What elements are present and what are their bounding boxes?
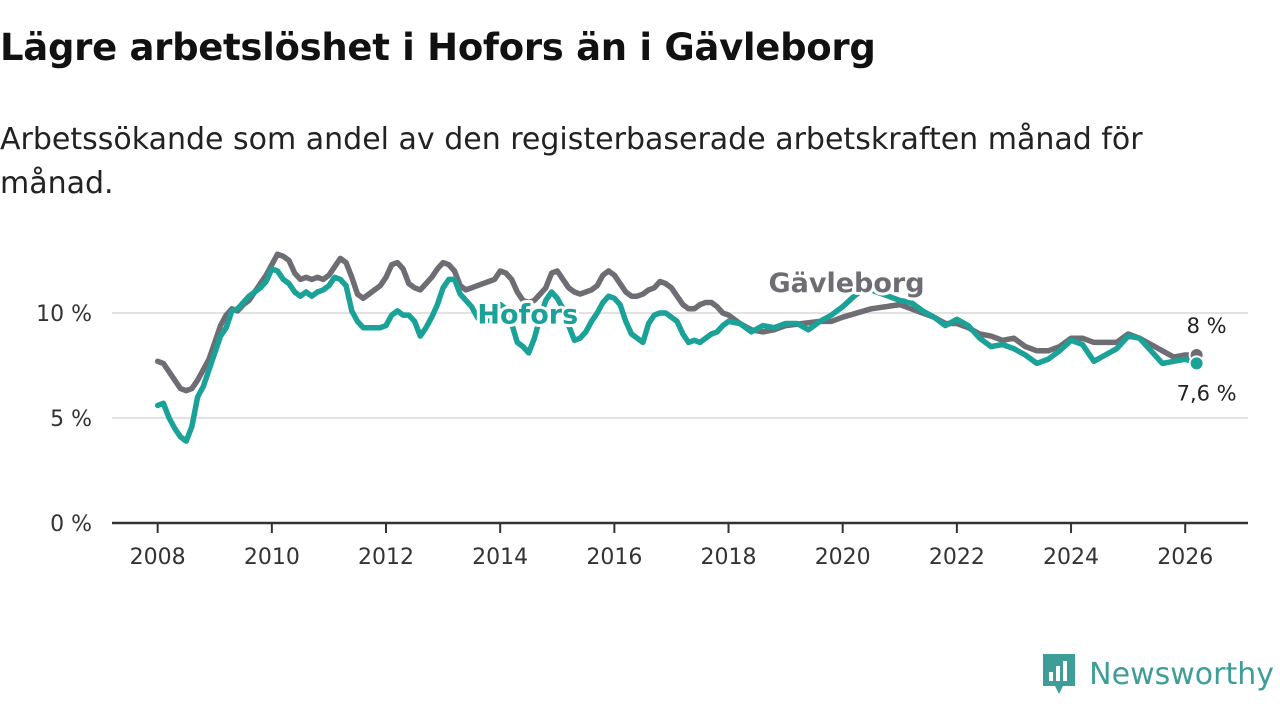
series-line-hofors: [154, 266, 1200, 444]
end-value-label: 7,6 %: [1177, 381, 1237, 405]
newsworthy-logo: Newsworthy: [1041, 652, 1274, 696]
x-tick-label: 2026: [1157, 545, 1213, 570]
series-labels: 8 % 7,6 % Gävleborg Hofors: [474, 265, 1237, 405]
y-tick-label: 10 %: [36, 302, 92, 327]
series-lines: [154, 251, 1200, 444]
x-tick-label: 2014: [472, 545, 528, 570]
end-value-label: 8 %: [1187, 314, 1227, 338]
chart-title: Lägre arbetslöshet i Hofors än i Gävlebo…: [0, 26, 876, 69]
x-tick-label: 2010: [244, 545, 300, 570]
y-axis-tick-labels: 0 % 5 % 10 %: [36, 302, 92, 537]
brand-name: Newsworthy: [1089, 656, 1274, 692]
endpoint-marker: [1188, 355, 1205, 372]
y-tick-label: 5 %: [50, 407, 92, 432]
x-axis-ticks: 2008 2010 2012 2014 2016 2018 2020 2022 2024 2026: [130, 523, 1213, 570]
x-tick-label: 2008: [130, 545, 186, 570]
x-tick-label: 2022: [929, 545, 985, 570]
x-tick-label: 2012: [358, 545, 414, 570]
grid-lines: [112, 312, 1248, 419]
series-name-label: Gävleborg: [768, 268, 924, 299]
x-tick-label: 2016: [586, 545, 642, 570]
y-tick-label: 0 %: [50, 512, 92, 537]
x-tick-label: 2024: [1043, 545, 1099, 570]
x-tick-label: 2018: [701, 545, 757, 570]
newsworthy-logo-icon: [1043, 654, 1076, 694]
x-tick-label: 2020: [815, 545, 871, 570]
series-name-label: Hofors: [477, 300, 578, 331]
chart-subtitle: Arbetssökande som andel av den registerb…: [0, 122, 1143, 201]
